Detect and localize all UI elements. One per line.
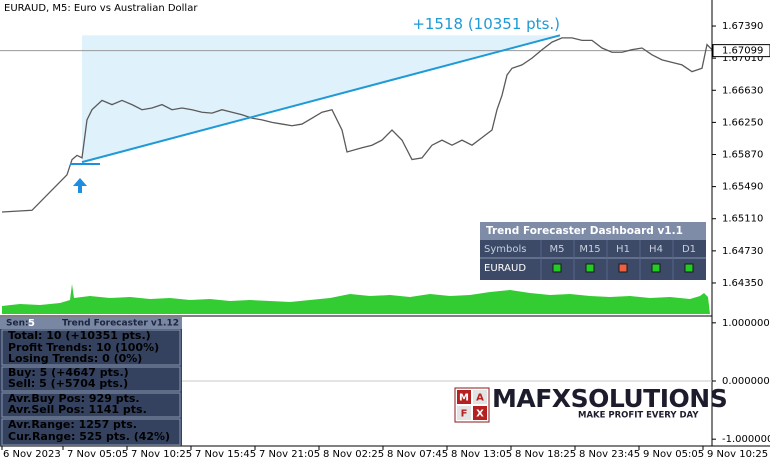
column-header: M15 xyxy=(579,244,600,255)
x-tick-label: 7 Nov 21:05 xyxy=(259,449,320,460)
stat-line: Total: 10 (+10351 pts.) xyxy=(8,329,151,342)
price-line xyxy=(1,37,713,213)
price-tag xyxy=(712,44,770,58)
stat-line: Buy: 5 (+4647 pts.) xyxy=(8,366,129,379)
stat-line: Losing Trends: 0 (0%) xyxy=(8,352,142,365)
y-tick-label: 1.64350 xyxy=(722,278,763,289)
logo-letter: F xyxy=(461,409,468,420)
stat-line: Profit Trends: 10 (100%) xyxy=(8,341,159,354)
column-header: M5 xyxy=(550,244,565,255)
stat-line: Avr.Range: 1257 pts. xyxy=(8,418,137,431)
logo-name: MAFXSOLUTIONS xyxy=(492,384,727,413)
signal-cell xyxy=(585,263,595,273)
logo-letter: X xyxy=(476,409,484,420)
dashboard-cells: Symbols M5 M15 H1 H4 D1 EURAUD xyxy=(484,240,696,280)
y-tick-label: 1.65870 xyxy=(722,149,763,160)
panel-bg xyxy=(0,317,182,446)
x-tick-label: 9 Nov 05:05 xyxy=(643,449,704,460)
panel-title: Trend Forecaster v1.12 xyxy=(62,319,179,329)
dashboard-title: Trend Forecaster Dashboard v1.1 xyxy=(486,225,683,237)
y-tick-label: 1.000000 xyxy=(722,318,770,329)
y-tick-label: 1.67390 xyxy=(722,21,763,32)
signal-cell xyxy=(684,263,694,273)
column-header: D1 xyxy=(682,244,696,255)
y-tick-label: 1.65490 xyxy=(722,182,763,193)
x-tick-label: 8 Nov 18:25 xyxy=(515,449,576,460)
y-tick-label: 0.000000 xyxy=(722,376,770,387)
volume-bars xyxy=(2,284,710,314)
group-box xyxy=(1,366,181,392)
y-tick-label: 1.67010 xyxy=(722,53,763,64)
x-tick-label: 8 Nov 02:25 xyxy=(323,449,384,460)
x-tick-label: 8 Nov 07:45 xyxy=(387,449,448,460)
column-header: H1 xyxy=(616,244,630,255)
y-tick-label: -1.000000 xyxy=(722,434,770,445)
logo-cell xyxy=(473,406,487,420)
signal-cell xyxy=(651,263,661,273)
column-header: H4 xyxy=(649,244,663,255)
sen-value: 5 xyxy=(28,318,35,329)
trend-line xyxy=(81,34,561,164)
logo-cell xyxy=(473,390,487,404)
x-tick-label: 9 Nov 10:25 xyxy=(707,449,768,460)
y-tick-label: 1.66250 xyxy=(722,117,763,128)
x-tick-label: 7 Nov 15:45 xyxy=(195,449,256,460)
y-tick-label: 1.65110 xyxy=(722,214,763,225)
y-tick-label: 1.64730 xyxy=(722,246,763,257)
stat-line: Avr.Sell Pos: 1141 pts. xyxy=(8,403,147,416)
logo-letters: M AF X xyxy=(457,390,487,420)
group-box xyxy=(1,329,181,366)
logo-letter: A xyxy=(476,393,484,404)
group-box xyxy=(1,392,181,418)
trend-label: +1518 (10351 pts.) xyxy=(412,15,560,33)
x-tick-label: 7 Nov 05:05 xyxy=(67,449,128,460)
dashboard: Trend Forecaster Dashboard v1.1 Symbols M… xyxy=(480,222,706,280)
stat-line: Avr.Buy Pos: 929 pts. xyxy=(8,392,140,405)
x-tick-label: 6 Nov 2023 xyxy=(3,449,61,460)
logo-letter: M xyxy=(459,393,469,404)
logo-cell xyxy=(457,406,471,420)
logo-tagline: MAKE PROFIT EVERY DAY xyxy=(578,411,699,421)
signal-cell xyxy=(552,263,562,273)
dashboard-title-bar xyxy=(480,222,706,240)
symbol-label: EURAUD xyxy=(484,263,526,274)
price-tag-label: 1.67099 xyxy=(722,46,763,57)
y-tick-label: 1.66630 xyxy=(722,85,763,96)
signal-cell xyxy=(618,263,628,273)
column-header: Symbols xyxy=(484,244,526,255)
group-box xyxy=(1,418,181,446)
stats-panel: Sen: 5 Trend Forecaster v1.12 Total: 10 … xyxy=(0,317,182,446)
stat-line: Sell: 5 (+5704 pts.) xyxy=(8,377,128,390)
stat-line: Cur.Range: 525 pts. (42%) xyxy=(8,430,170,443)
panel-header xyxy=(0,317,182,329)
x-tick-label: 7 Nov 10:25 xyxy=(131,449,192,460)
chart-title: EURAUD, M5: Euro vs Australian Dollar xyxy=(4,3,198,14)
buy-arrow xyxy=(73,178,87,193)
plot-area xyxy=(0,34,713,213)
logo: M AF X MAFXSOLUTIONS MAKE PROFIT EVERY DAY xyxy=(454,384,728,423)
x-tick-label: 8 Nov 13:05 xyxy=(451,449,512,460)
logo-cell xyxy=(457,390,471,404)
sen-label: Sen: xyxy=(6,319,29,329)
x-tick-label: 8 Nov 23:45 xyxy=(579,449,640,460)
